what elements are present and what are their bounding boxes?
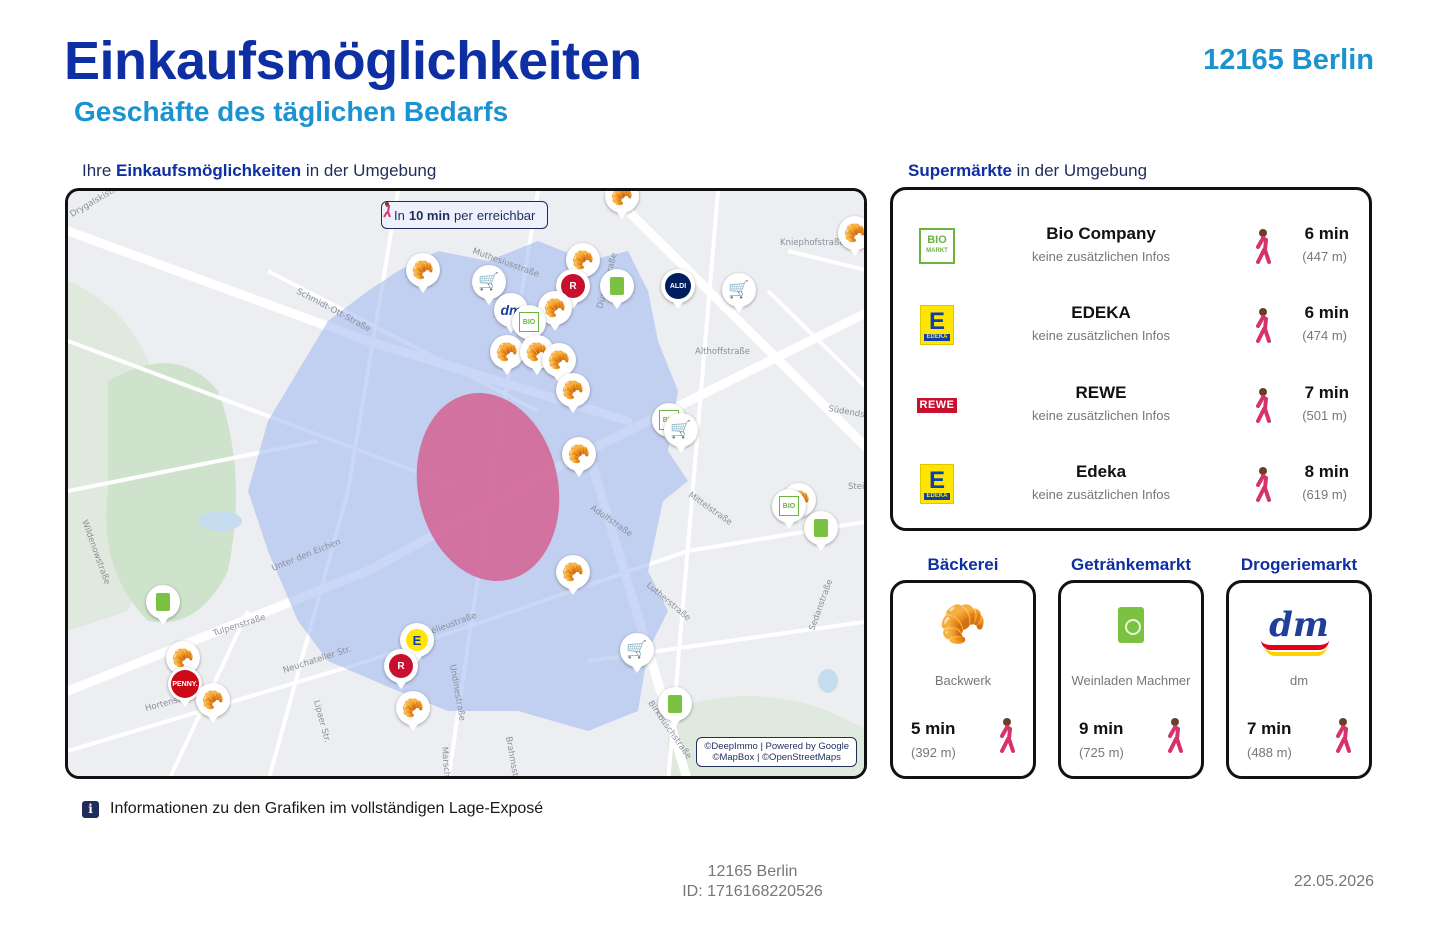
bakery-map-pin[interactable]: 🥐	[605, 191, 639, 219]
info-note: i Informationen zu den Grafiken im volls…	[82, 800, 543, 818]
walk-time: 7 min	[1304, 383, 1349, 402]
supermarkets-section-label: Supermärkte in der Umgebung	[908, 161, 1148, 180]
drink-map-pin[interactable]	[658, 687, 692, 727]
bio-company-logo: BIO MARKT	[917, 226, 957, 266]
walk-distance: (447 m)	[1302, 249, 1347, 264]
bakery-map-pin[interactable]: 🥐	[838, 216, 864, 256]
croissant-icon: 🥐	[939, 604, 987, 646]
walker-icon	[383, 202, 391, 218]
walker-icon	[1000, 718, 1015, 753]
supermarket-row[interactable]: E EDEKA EDEKA keine zusätzlichen Infos 6 …	[893, 295, 1369, 355]
bakery-map-pin[interactable]: 🥐	[538, 291, 572, 331]
drink-map-pin[interactable]	[804, 511, 838, 551]
map[interactable]: Drygalskistr. Schmidt-Ott-Straße Muthesi…	[65, 188, 867, 779]
footer-meta: 12165 Berlin ID: 1716168220526	[620, 862, 885, 902]
walk-distance: (488 m)	[1247, 745, 1292, 760]
supermarket-info: keine zusätzlichen Infos	[1031, 487, 1171, 502]
bakery-map-pin[interactable]: 🥐	[396, 691, 430, 731]
rewe-map-pin[interactable]: R	[384, 649, 418, 689]
walk-time: 7 min	[1247, 719, 1292, 738]
walk-distance: (474 m)	[1302, 328, 1347, 343]
footer-date: 22.05.2026	[1293, 873, 1374, 890]
drink-map-pin[interactable]	[600, 269, 634, 309]
street-label: Althoffstraße	[695, 347, 750, 357]
map-attribution: ©DeepImmo | Powered by Google ©MapBox | …	[696, 737, 857, 767]
walker-icon	[1336, 718, 1351, 753]
cart-map-pin[interactable]: 🛒	[664, 413, 698, 453]
drugstore-card[interactable]: dm dm 7 min (488 m)	[1226, 580, 1372, 779]
supermarket-info: keine zusätzlichen Infos	[1031, 408, 1171, 423]
shop-name: Weinladen Machmer	[1071, 673, 1191, 688]
page-title: Einkaufsmöglichkeiten	[64, 31, 642, 91]
supermarket-info: keine zusätzlichen Infos	[1031, 249, 1171, 264]
edeka-logo: E EDEKA	[917, 464, 957, 504]
info-text: Informationen zu den Grafiken im vollstä…	[110, 800, 544, 817]
walk-distance: (392 m)	[911, 745, 956, 760]
walk-time: 6 min	[1304, 303, 1349, 322]
bakery-map-pin[interactable]: 🥐	[562, 437, 596, 477]
walk-time: 6 min	[1304, 224, 1349, 243]
bakery-card[interactable]: 🥐 Backwerk 5 min (392 m)	[890, 580, 1036, 779]
page-subtitle: Geschäfte des täglichen Bedarfs	[74, 96, 509, 127]
street-label: Stein	[848, 482, 867, 492]
footer-id: ID: 1716168220526	[682, 883, 823, 900]
walk-distance: (619 m)	[1302, 487, 1347, 502]
street-label: Marschnerstr.	[439, 746, 454, 779]
walker-icon	[1256, 388, 1271, 423]
bio-map-pin[interactable]: BIO	[772, 489, 806, 529]
info-icon: i	[82, 800, 99, 818]
cart-map-pin[interactable]: 🛒	[472, 265, 506, 305]
supermarket-row[interactable]: BIO MARKT Bio Company keine zusätzlichen …	[893, 216, 1369, 276]
shop-name: Backwerk	[934, 673, 992, 688]
drink-map-pin[interactable]	[146, 585, 180, 625]
city-label: 12165 Berlin	[1203, 44, 1374, 76]
bakery-map-pin[interactable]: 🥐	[490, 335, 524, 375]
supermarket-info: keine zusätzlichen Infos	[1031, 328, 1171, 343]
cart-map-pin[interactable]: 🛒	[620, 633, 654, 673]
bakery-map-pin[interactable]: 🥐	[542, 343, 576, 383]
walk-distance: (501 m)	[1302, 408, 1347, 423]
category-title: Bäckerei	[927, 555, 999, 574]
walk-time: 8 min	[1304, 462, 1349, 481]
supermarket-row[interactable]: REWE REWE keine zusätzlichen Infos 7 min…	[893, 375, 1369, 435]
walker-icon	[1168, 718, 1183, 753]
supermarket-row[interactable]: E EDEKA Edeka keine zusätzlichen Infos 8 …	[893, 454, 1369, 514]
street-label: Kniephofstraße	[780, 238, 845, 248]
aldi-map-pin[interactable]: ALDI	[661, 269, 695, 309]
supermarket-name: EDEKA	[1071, 303, 1131, 322]
supermarkets-card: BIO MARKT Bio Company keine zusätzlichen …	[890, 187, 1372, 531]
category-title: Drogeriemarkt	[1240, 555, 1358, 574]
bakery-map-pin[interactable]: 🥐	[406, 253, 440, 293]
bakery-map-pin[interactable]: 🥐	[196, 683, 230, 723]
beverage-store-card[interactable]: Weinladen Machmer 9 min (725 m)	[1058, 580, 1204, 779]
walker-icon	[1256, 308, 1271, 343]
reachability-badge: In 10 min per erreichbar	[381, 201, 549, 229]
walk-time: 9 min	[1079, 719, 1124, 738]
supermarket-name: Edeka	[1075, 462, 1127, 481]
walk-distance: (725 m)	[1079, 745, 1124, 760]
bio-map-pin[interactable]: BIO	[512, 305, 546, 345]
edeka-logo: E EDEKA	[917, 305, 957, 345]
category-title: Getränkemarkt	[1070, 555, 1191, 574]
bakery-map-pin[interactable]: 🥐	[556, 555, 590, 595]
drink-carton-icon	[1061, 603, 1201, 647]
supermarket-name: REWE	[1075, 383, 1127, 402]
walk-time: 5 min	[911, 719, 956, 738]
supermarket-name: Bio Company	[1046, 224, 1156, 243]
walker-icon	[1256, 229, 1271, 264]
walker-icon	[1256, 467, 1271, 502]
dm-logo: dm	[1229, 603, 1369, 656]
bakery-map-pin[interactable]: 🥐	[556, 373, 590, 413]
rewe-logo: REWE	[917, 385, 957, 425]
cart-map-pin[interactable]: 🛒	[722, 273, 756, 313]
shop-name: dm	[1289, 673, 1309, 688]
map-section-label: Ihre Einkaufsmöglichkeiten in der Umgebu…	[82, 161, 437, 180]
footer-city: 12165 Berlin	[707, 863, 798, 880]
